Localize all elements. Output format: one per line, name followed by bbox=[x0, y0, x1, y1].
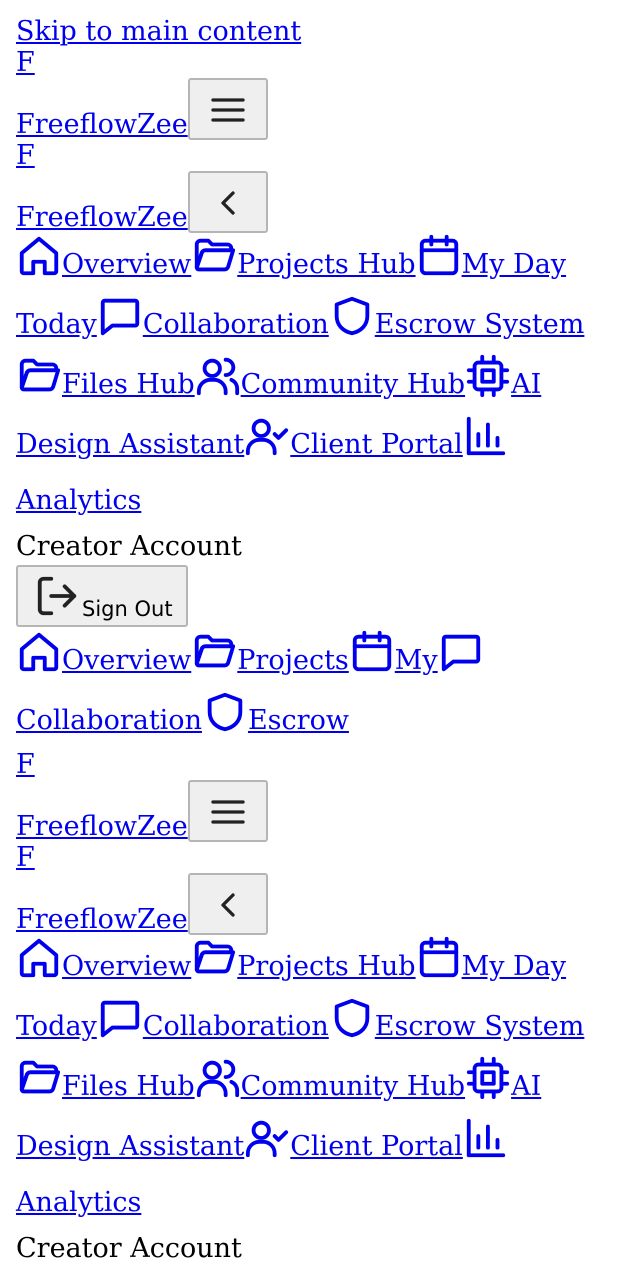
chevron-left-icon bbox=[221, 893, 235, 917]
account-label: Creator Account bbox=[16, 531, 242, 563]
sidebar-2-item-community-hub[interactable]: Community Hub bbox=[240, 1071, 466, 1103]
sidebar-brand-link[interactable]: FreeflowZee bbox=[16, 202, 188, 234]
folder-icon bbox=[191, 935, 237, 981]
sidebar-item-collaboration[interactable]: Collaboration bbox=[142, 309, 329, 341]
sidebar-2-item-escrow-system[interactable]: Escrow System bbox=[374, 1011, 585, 1043]
skip-to-content-link[interactable]: Skip to main content bbox=[16, 16, 302, 47]
sidebar-logo-letter-link-2[interactable]: F bbox=[16, 842, 35, 874]
sidebar-item-projects-hub[interactable]: Projects Hub bbox=[237, 249, 416, 281]
mobile-nav-item-overview[interactable]: Overview bbox=[62, 645, 192, 677]
brand-link-2[interactable]: FreeflowZee bbox=[16, 811, 188, 843]
account-label-2: Creator Account bbox=[16, 1233, 242, 1265]
shield-icon bbox=[329, 995, 375, 1041]
folder-icon bbox=[16, 353, 62, 399]
message-icon bbox=[97, 995, 143, 1041]
collapse-sidebar-button-2[interactable] bbox=[187, 873, 268, 936]
home-icon bbox=[16, 629, 62, 675]
sidebar-item-community-hub[interactable]: Community Hub bbox=[240, 369, 466, 401]
sidebar-logo-letter-link[interactable]: F bbox=[16, 140, 35, 172]
calendar-icon bbox=[416, 233, 462, 279]
home-icon bbox=[16, 233, 62, 279]
mobile-nav-item-collaboration[interactable]: Collaboration bbox=[16, 705, 202, 737]
sidebar-item-overview[interactable]: Overview bbox=[62, 249, 192, 281]
sidebar-brand-row-2: FreeflowZee bbox=[16, 873, 624, 936]
shield-icon bbox=[202, 689, 248, 735]
brand-link[interactable]: FreeflowZee bbox=[16, 109, 188, 141]
header-brand-row-2: FreeflowZee bbox=[16, 780, 624, 843]
menu-toggle-button[interactable] bbox=[187, 78, 268, 141]
sidebar-nav-2: Overview Projects Hub My Day Today Collabor… bbox=[16, 935, 624, 1231]
sidebar-item-client-portal[interactable]: Client Portal bbox=[290, 429, 463, 461]
bar-chart-icon bbox=[463, 413, 509, 459]
header-brand-row: FreeflowZee bbox=[16, 78, 624, 141]
sidebar-item-my-day-today[interactable]: My Day Today bbox=[16, 249, 567, 341]
sidebar-brand-row: FreeflowZee bbox=[16, 171, 624, 234]
logo-letter-link-2[interactable]: F bbox=[16, 749, 35, 781]
sidebar-2-item-overview[interactable]: Overview bbox=[62, 951, 192, 983]
sidebar-item-escrow-system[interactable]: Escrow System bbox=[374, 309, 585, 341]
message-icon bbox=[438, 629, 484, 675]
menu-icon bbox=[211, 98, 245, 122]
folder-icon bbox=[191, 233, 237, 279]
users-icon bbox=[195, 1055, 241, 1101]
sidebar-item-analytics[interactable]: Analytics bbox=[16, 485, 142, 517]
home-icon bbox=[16, 935, 62, 981]
sign-out-label: Sign Out bbox=[82, 597, 173, 622]
mobile-nav: Overview Projects My Collaboration Escrow bbox=[16, 629, 624, 749]
folder-icon bbox=[191, 629, 237, 675]
bar-chart-icon bbox=[463, 1115, 509, 1161]
calendar-icon bbox=[349, 629, 395, 675]
sidebar-nav: Overview Projects Hub My Day Today Collabor… bbox=[16, 233, 624, 529]
menu-icon bbox=[211, 800, 245, 824]
cpu-icon bbox=[465, 1055, 511, 1101]
calendar-icon bbox=[416, 935, 462, 981]
sidebar-2-item-collaboration[interactable]: Collaboration bbox=[142, 1011, 329, 1043]
menu-toggle-button-2[interactable] bbox=[187, 780, 268, 843]
message-icon bbox=[97, 293, 143, 339]
sidebar-2-item-files-hub[interactable]: Files Hub bbox=[62, 1071, 195, 1103]
users-icon bbox=[195, 353, 241, 399]
sidebar-2-item-my-day-today[interactable]: My Day Today bbox=[16, 951, 567, 1043]
sidebar-item-ai-design-assistant[interactable]: AI Design Assistant bbox=[16, 369, 542, 461]
user-check-icon bbox=[244, 413, 290, 459]
sidebar-brand-link-2[interactable]: FreeflowZee bbox=[16, 904, 188, 936]
mobile-nav-item-my[interactable]: My bbox=[394, 645, 438, 677]
log-out-icon bbox=[37, 576, 77, 616]
cpu-icon bbox=[465, 353, 511, 399]
collapse-sidebar-button[interactable] bbox=[187, 171, 268, 234]
mobile-nav-item-escrow[interactable]: Escrow bbox=[247, 705, 349, 737]
sign-out-row: Sign Out bbox=[16, 565, 624, 629]
sidebar-2-item-projects-hub[interactable]: Projects Hub bbox=[237, 951, 416, 983]
sidebar-item-files-hub[interactable]: Files Hub bbox=[62, 369, 195, 401]
folder-icon bbox=[16, 1055, 62, 1101]
chevron-left-icon bbox=[221, 191, 235, 215]
logo-letter-link[interactable]: F bbox=[16, 47, 35, 79]
shield-icon bbox=[329, 293, 375, 339]
user-check-icon bbox=[244, 1115, 290, 1161]
sign-out-button[interactable]: Sign Out bbox=[16, 565, 188, 628]
sidebar-2-item-analytics[interactable]: Analytics bbox=[16, 1187, 142, 1219]
mobile-nav-item-projects[interactable]: Projects bbox=[237, 645, 349, 677]
